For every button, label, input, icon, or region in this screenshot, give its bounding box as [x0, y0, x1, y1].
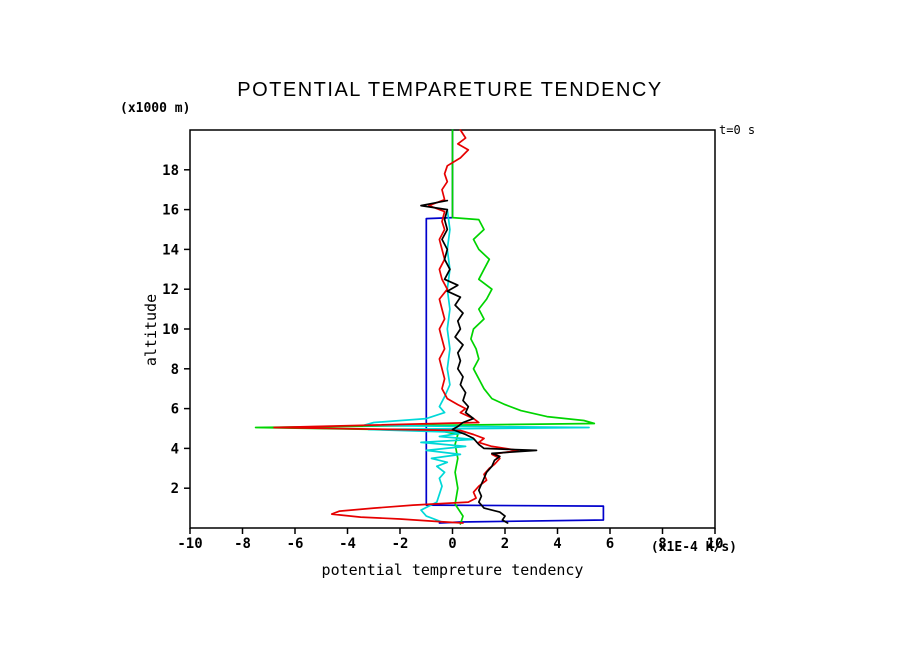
x-tick-label: -8	[234, 536, 251, 552]
y-tick-label: 6	[171, 402, 179, 418]
y-axis-unit-label: (x1000 m)	[120, 101, 191, 116]
y-tick-label: 16	[162, 203, 179, 219]
x-tick-label: 8	[658, 536, 666, 552]
y-tick-label: 4	[171, 441, 179, 457]
x-axis-title: potential tempreture tendency	[321, 561, 584, 579]
y-tick-label: 8	[171, 362, 179, 378]
series-line-green	[254, 129, 596, 525]
y-tick-label: 18	[162, 163, 179, 179]
x-tick-label: 6	[606, 536, 614, 552]
chart-title: POTENTIAL TEMPARETURE TENDENCY	[237, 79, 663, 101]
y-tick-label: 14	[162, 242, 179, 258]
x-tick-label: 4	[553, 536, 561, 552]
x-tick-label: 0	[448, 536, 456, 552]
y-tick-label: 10	[162, 322, 179, 338]
x-tick-label: -4	[339, 536, 356, 552]
x-tick-label: -2	[392, 536, 409, 552]
x-tick-label: 10	[707, 536, 724, 552]
x-axis-unit-label: (x1E-4 K/s)	[650, 540, 737, 555]
series-line-cyan	[362, 208, 590, 523]
x-tick-label: 2	[501, 536, 509, 552]
time-annotation: t=0 s	[719, 123, 756, 137]
x-tick-label: -10	[177, 536, 202, 552]
y-tick-label: 2	[171, 481, 179, 497]
series-line-black	[420, 199, 538, 524]
y-tick-label: 12	[162, 282, 179, 298]
series-line-red	[273, 129, 519, 524]
x-tick-label: -6	[287, 536, 304, 552]
